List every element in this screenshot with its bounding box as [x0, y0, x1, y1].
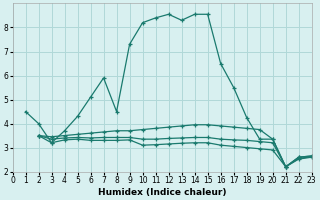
X-axis label: Humidex (Indice chaleur): Humidex (Indice chaleur) — [98, 188, 226, 197]
